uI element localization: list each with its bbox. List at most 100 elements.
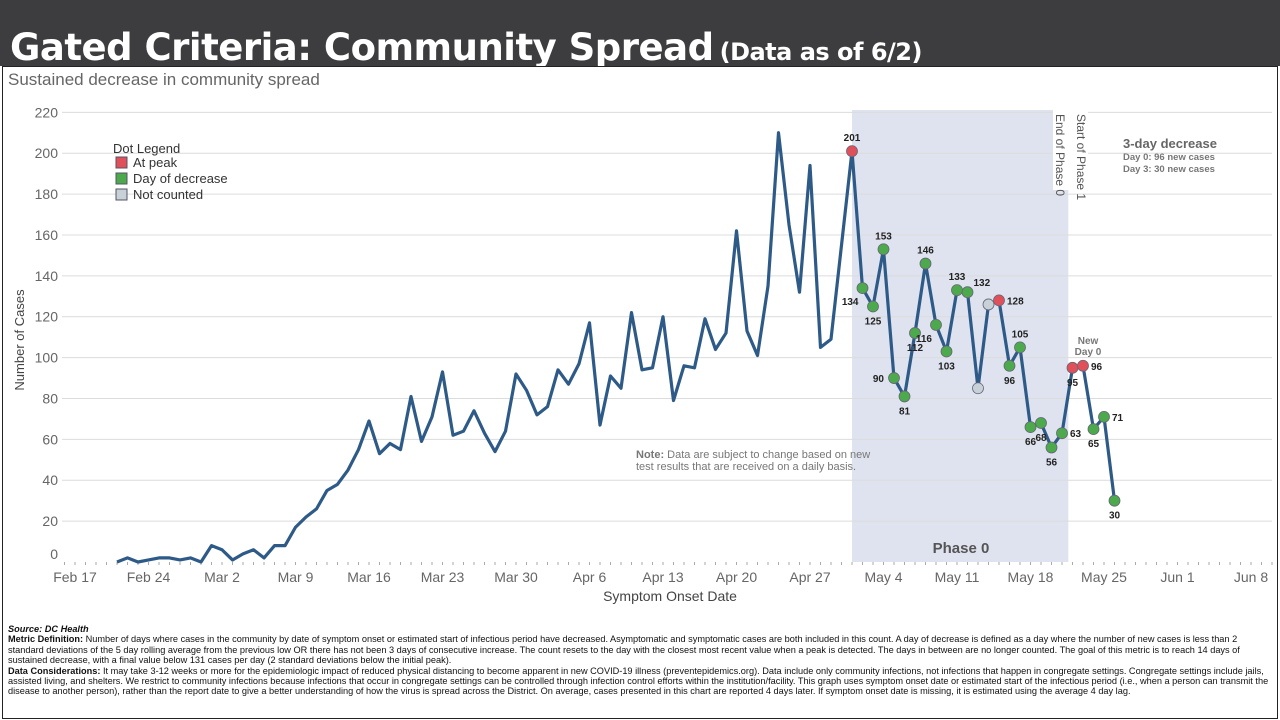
x-tick-label: Apr 27	[789, 569, 830, 585]
data-point-decrease	[961, 286, 974, 299]
data-label: 66	[1025, 437, 1037, 448]
y-tick-label: 120	[35, 309, 59, 325]
data-point-decrease	[930, 318, 942, 331]
data-text: It may take 3-12 weeks or more for the e…	[8, 665, 1269, 697]
metric-text: Number of days where cases in the commun…	[8, 634, 1240, 666]
data-label: 90	[873, 374, 885, 385]
data-point-notcounted	[972, 382, 984, 395]
x-tick-label: Apr 20	[716, 569, 757, 585]
data-label: 201	[844, 133, 861, 144]
start-phase-1-label: Start of Phase 1	[1074, 114, 1088, 200]
data-point-decrease	[898, 390, 911, 403]
data-point-peak	[846, 145, 858, 158]
y-tick-label: 40	[42, 472, 58, 488]
data-point-peak	[1077, 359, 1089, 372]
x-tick-label: Feb 17	[53, 569, 97, 585]
legend-title: Dot Legend	[113, 141, 180, 156]
note-bold: Note:	[636, 449, 667, 461]
data-point-decrease	[1024, 421, 1037, 433]
data-point-decrease	[1045, 441, 1058, 454]
data-label: 133	[949, 272, 966, 283]
data-point-decrease	[1087, 423, 1100, 436]
metric-label: Metric Definition:	[8, 634, 84, 645]
data-point-peak	[1066, 361, 1079, 374]
decrease-day0: Day 0: 96 new cases	[1123, 152, 1215, 163]
data-label: 125	[865, 317, 882, 328]
x-tick-label: Mar 16	[347, 569, 391, 585]
x-tick-label: Mar 9	[278, 569, 314, 585]
y-tick-label: 180	[35, 186, 59, 202]
data-label: 134	[842, 297, 859, 308]
x-tick-label: May 11	[935, 569, 980, 585]
data-label: 81	[899, 406, 911, 417]
legend-label: At peak	[133, 155, 178, 170]
source-text: Source: DC Health	[8, 624, 89, 634]
series-line	[116, 131, 1117, 564]
legend-swatch-decrease	[115, 172, 128, 185]
x-tick-label: May 4	[864, 569, 902, 585]
y-tick-label: 80	[42, 390, 58, 406]
x-tick-label: Jun 8	[1234, 569, 1268, 585]
decrease-title: 3-day decrease	[1123, 136, 1217, 151]
data-label: 95	[1067, 378, 1079, 389]
data-point-decrease	[888, 372, 900, 384]
note-text: Note: Data are subject to change based o…	[636, 449, 870, 461]
y-tick-label: 160	[35, 227, 59, 243]
y-tick-label: 140	[35, 268, 59, 284]
phase-0-band	[852, 110, 1069, 562]
data-point-decrease	[877, 243, 890, 256]
data-point-decrease	[1108, 494, 1121, 507]
data-label: 63	[1070, 429, 1082, 440]
data-point-decrease	[951, 284, 963, 297]
data-date: (Data as of 6/2)	[719, 38, 923, 66]
y-axis-label: Number of Cases	[12, 289, 27, 391]
new-day0-label: New	[1078, 336, 1099, 347]
y-tick-label: 200	[35, 145, 59, 161]
legend-label: Day of decrease	[133, 171, 228, 186]
data-label: Data Considerations:	[8, 665, 101, 676]
data-label: 30	[1109, 511, 1121, 522]
data-point-decrease	[1098, 410, 1110, 423]
data-label: 68	[1035, 433, 1047, 444]
data-label: 112	[907, 343, 924, 354]
slide-title: Gated Criteria: Community Spread (Data as…	[10, 26, 922, 69]
note-line1: Data are subject to change based on new	[667, 449, 870, 461]
y-tick-label: 20	[42, 513, 58, 529]
data-point-decrease	[909, 327, 921, 339]
x-tick-label: May 25	[1081, 569, 1127, 585]
data-label: 153	[875, 231, 892, 242]
data-label: 103	[938, 361, 955, 372]
x-axis-label: Symptom Onset Date	[603, 588, 737, 604]
new-day0-label: Day 0	[1075, 347, 1102, 358]
data-point-decrease	[940, 345, 953, 358]
y-tick-label: 60	[42, 431, 58, 447]
slide-header: Gated Criteria: Community Spread (Data as…	[0, 0, 1280, 69]
data-point-peak	[993, 294, 1005, 307]
decrease-day3: Day 3: 30 new cases	[1123, 164, 1215, 175]
x-tick-label: Apr 13	[642, 569, 683, 585]
x-tick-label: Apr 6	[573, 569, 607, 585]
data-label: 105	[1012, 329, 1029, 340]
data-point-decrease	[919, 257, 932, 270]
data-label: 116	[916, 334, 933, 345]
data-point-decrease	[1056, 427, 1068, 440]
x-tick-label: Mar 2	[204, 569, 240, 585]
note-line2: test results that are received on a dail…	[636, 461, 856, 473]
data-label: 56	[1046, 458, 1058, 469]
data-label: 132	[974, 278, 991, 289]
title-text: Gated Criteria: Community Spread	[10, 26, 714, 69]
data-point-decrease	[1035, 417, 1047, 429]
legend-label: Not counted	[133, 187, 203, 202]
x-tick-label: May 18	[1008, 569, 1054, 585]
data-point-decrease	[1003, 359, 1016, 372]
data-label: 71	[1112, 413, 1124, 424]
data-label: 65	[1088, 439, 1100, 450]
data-label: 128	[1007, 296, 1024, 307]
phase-band-label: Phase 0	[933, 540, 990, 557]
chart-title: Sustained decrease in community spread	[8, 70, 320, 89]
data-point-decrease	[856, 282, 869, 295]
x-tick-label: Feb 24	[127, 569, 171, 585]
y-tick-label: 220	[35, 104, 59, 120]
x-tick-label: Mar 30	[494, 569, 538, 585]
